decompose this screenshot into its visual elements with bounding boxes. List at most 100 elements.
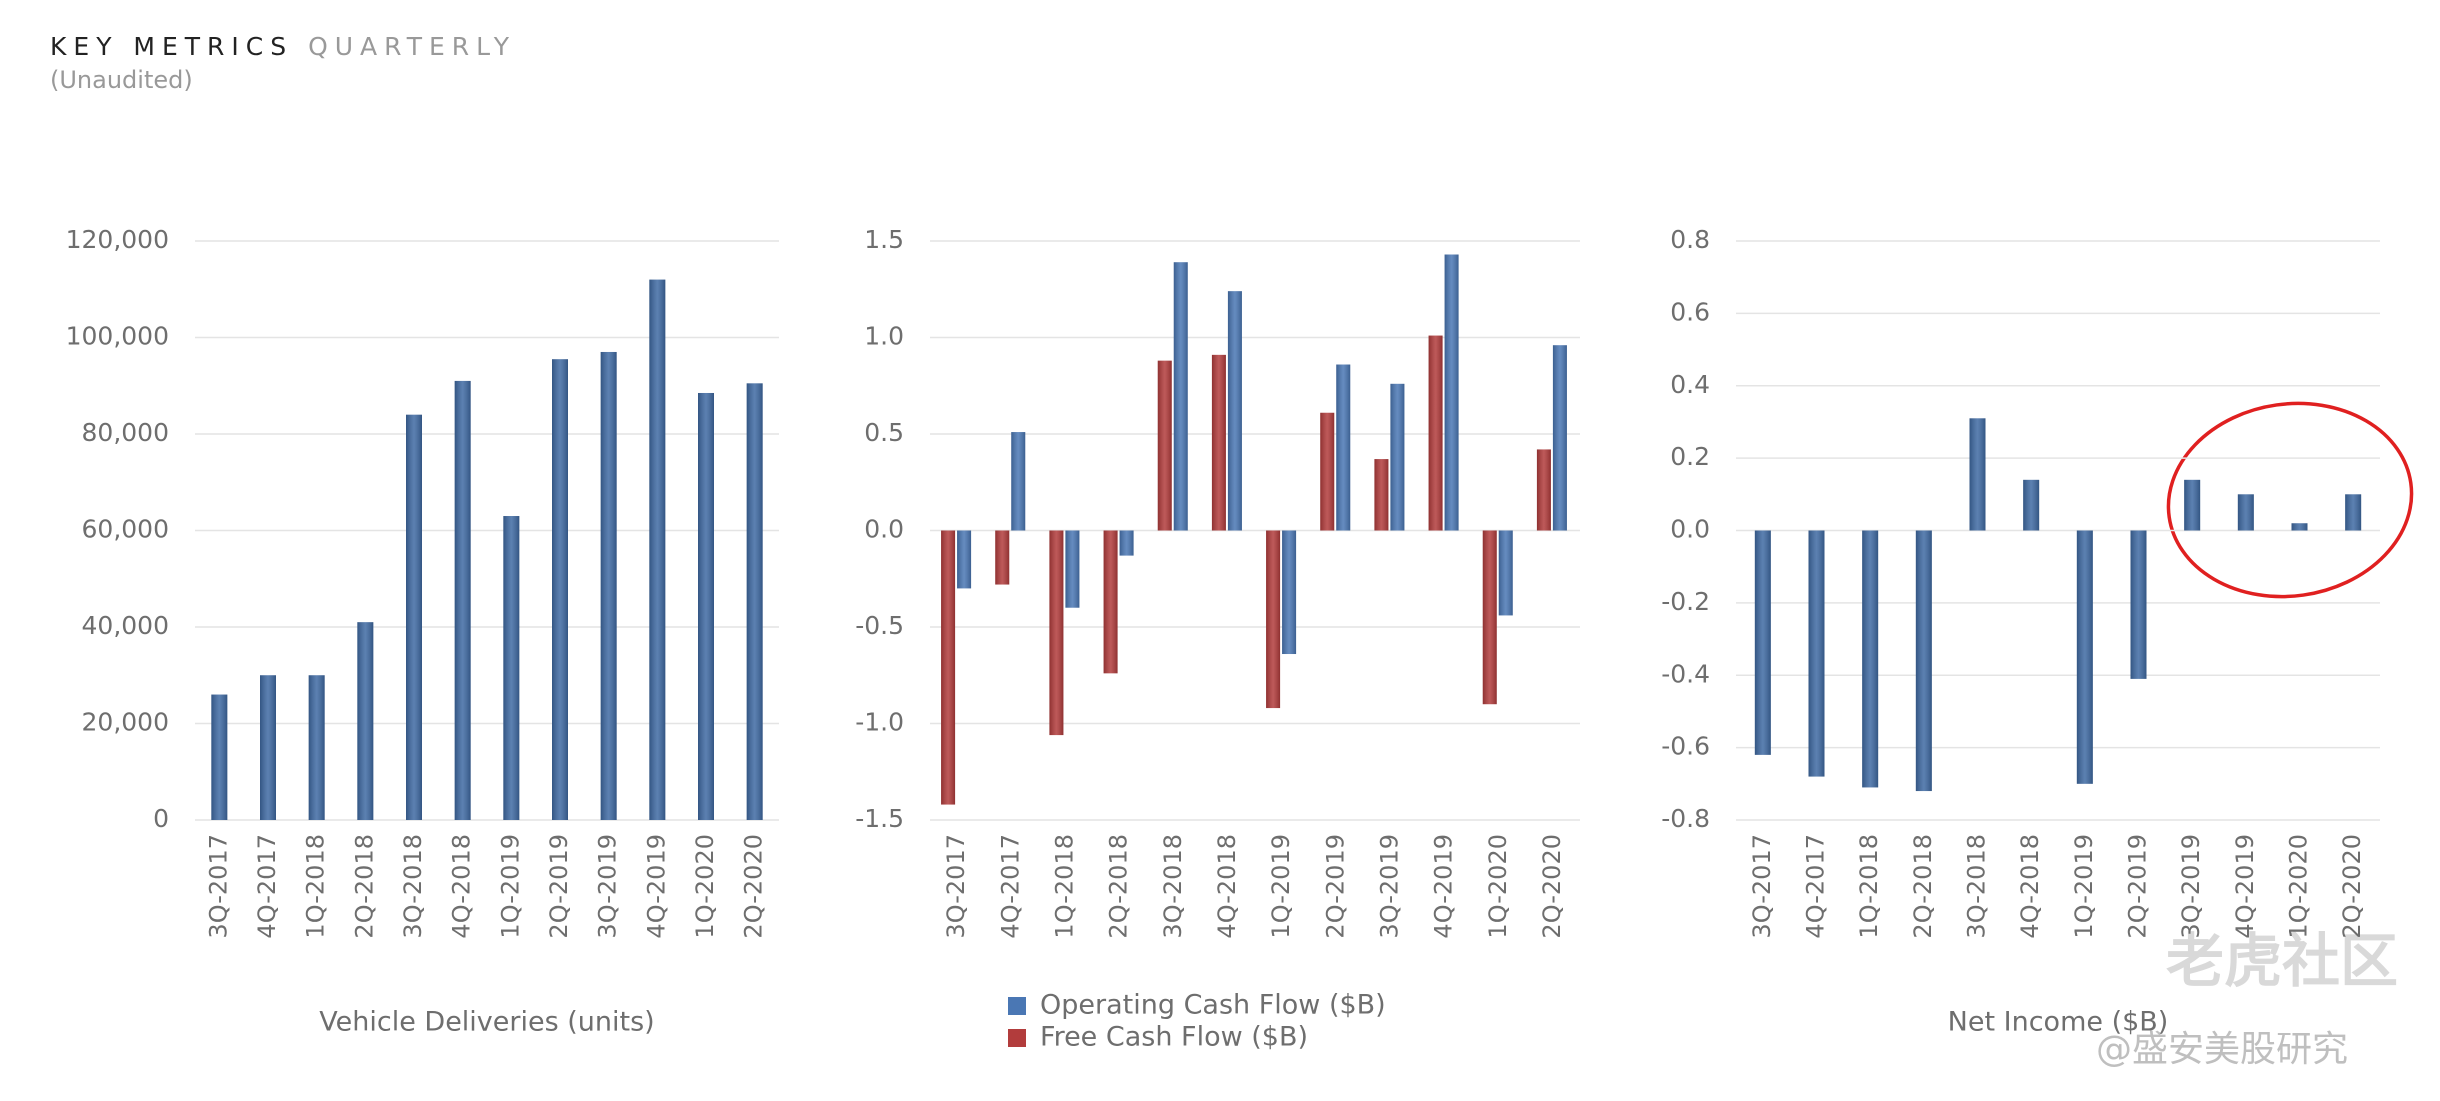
bar-shade — [211, 694, 228, 820]
x-tick-label: 1Q-2018 — [1855, 834, 1883, 939]
bar-shade — [1103, 530, 1118, 674]
x-tick-label: 3Q-2018 — [1159, 834, 1187, 939]
y-tick-label: 0.0 — [864, 515, 904, 544]
y-tick-label: -0.5 — [855, 611, 904, 640]
x-tick-label: 1Q-2019 — [2070, 834, 2098, 939]
bar-shade — [1336, 364, 1351, 531]
bar-shade — [2130, 530, 2147, 679]
y-tick-label: -1.5 — [855, 804, 904, 833]
bar-shade — [1119, 530, 1134, 556]
x-tick-label: 3Q-2018 — [1963, 834, 1991, 939]
x-tick-label: 2Q-2019 — [1321, 834, 1349, 939]
bar-shade — [1227, 291, 1242, 531]
bar-shade — [1915, 530, 1932, 792]
bar-shade — [406, 414, 422, 820]
page-title: KEY METRICS QUARTERLY — [50, 32, 516, 61]
y-tick-label: 0.0 — [1670, 515, 1710, 544]
y-tick-label: 80,000 — [82, 418, 169, 447]
bar-shade — [2345, 494, 2362, 531]
watermark-author: @盛安美股研究 — [2096, 1029, 2348, 1070]
x-tick-label: 4Q-2017 — [1802, 834, 1830, 939]
annotation-circle — [2166, 401, 2414, 599]
y-tick-label: -0.4 — [1661, 659, 1710, 688]
x-tick-label: 2Q-2020 — [1538, 834, 1566, 939]
y-tick-label: 40,000 — [82, 611, 169, 640]
y-tick-label: -0.8 — [1661, 804, 1710, 833]
watermark-brand: 老虎社区 — [2166, 927, 2398, 995]
x-tick-label: 4Q-2019 — [642, 834, 670, 939]
x-axis-label: Net Income ($B) — [1948, 1007, 2169, 1038]
bar-shade — [649, 279, 666, 821]
x-tick-label: 1Q-2019 — [1267, 834, 1295, 939]
bar-shade — [1320, 412, 1335, 531]
bar-shade — [2076, 530, 2093, 784]
bar-shade — [1754, 530, 1771, 755]
y-tick-label: 0.6 — [1670, 297, 1710, 326]
bar-shade — [1282, 530, 1297, 655]
x-tick-label: 1Q-2020 — [691, 834, 719, 939]
legend-swatch — [1008, 1029, 1026, 1047]
bar-shade — [260, 675, 276, 820]
bar-shade — [1211, 354, 1226, 531]
bar-shade — [746, 383, 763, 820]
legend-label: Free Cash Flow ($B) — [1040, 1022, 1308, 1053]
x-tick-label: 2Q-2018 — [1909, 834, 1937, 939]
x-tick-label: 3Q-2017 — [1748, 834, 1776, 939]
bar-shade — [600, 351, 617, 820]
bar-shade — [454, 380, 471, 820]
x-tick-label: 4Q-2018 — [1213, 834, 1241, 939]
bar-shade — [698, 392, 714, 820]
x-tick-label: 2Q-2019 — [545, 834, 573, 939]
y-tick-label: 0.5 — [864, 418, 904, 447]
x-tick-label: 3Q-2019 — [594, 834, 622, 939]
x-tick-label: 1Q-2018 — [302, 834, 330, 939]
y-tick-label: 0.8 — [1670, 225, 1710, 254]
y-tick-label: -0.2 — [1661, 587, 1710, 616]
y-tick-label: 120,000 — [66, 225, 169, 254]
bar-shade — [1536, 449, 1551, 531]
bar-shade — [503, 516, 520, 820]
x-tick-label: 2Q-2018 — [1105, 834, 1133, 939]
legend-swatch — [1008, 997, 1026, 1015]
bar-shade — [1969, 418, 1986, 531]
legend-label: Operating Cash Flow ($B) — [1040, 990, 1386, 1021]
bar-shade — [1266, 530, 1281, 709]
bar-shade — [2184, 479, 2201, 531]
bar-shade — [1482, 530, 1497, 705]
bar-shade — [357, 622, 374, 820]
x-tick-label: 2Q-2020 — [740, 834, 768, 939]
x-tick-label: 4Q-2019 — [1430, 834, 1458, 939]
y-tick-label: 60,000 — [82, 515, 169, 544]
bar-shade — [1428, 335, 1443, 531]
bar-shade — [1173, 262, 1188, 531]
x-tick-label: 1Q-2020 — [1484, 834, 1512, 939]
x-tick-label: 3Q-2018 — [399, 834, 427, 939]
bar-shade — [1552, 345, 1567, 531]
bar-shade — [1011, 432, 1026, 531]
bar-shade — [957, 530, 972, 589]
bar-shade — [1444, 254, 1459, 531]
x-tick-label: 2Q-2019 — [2124, 834, 2152, 939]
bar-shade — [1374, 459, 1389, 531]
x-tick-label: 1Q-2020 — [2285, 834, 2313, 939]
y-tick-label: 0.2 — [1670, 442, 1710, 471]
bar-shade — [1065, 530, 1080, 608]
y-tick-label: 0.4 — [1670, 370, 1710, 399]
bar-shade — [552, 359, 568, 820]
x-tick-label: 4Q-2017 — [253, 834, 281, 939]
x-tick-label: 1Q-2019 — [496, 834, 524, 939]
x-tick-label: 3Q-2017 — [204, 834, 232, 939]
title-suffix: QUARTERLY — [308, 32, 516, 61]
x-tick-label: 4Q-2018 — [448, 834, 476, 939]
bar-shade — [1808, 530, 1825, 777]
y-tick-label: 0 — [153, 804, 169, 833]
y-tick-label: 1.0 — [864, 322, 904, 351]
x-tick-label: 4Q-2017 — [996, 834, 1024, 939]
x-tick-label: 3Q-2019 — [2177, 834, 2205, 939]
bar-shade — [2023, 479, 2040, 531]
subtitle: (Unaudited) — [50, 66, 193, 94]
bar-shade — [941, 530, 956, 805]
y-tick-label: 100,000 — [66, 322, 169, 351]
bar-shade — [1049, 530, 1064, 736]
